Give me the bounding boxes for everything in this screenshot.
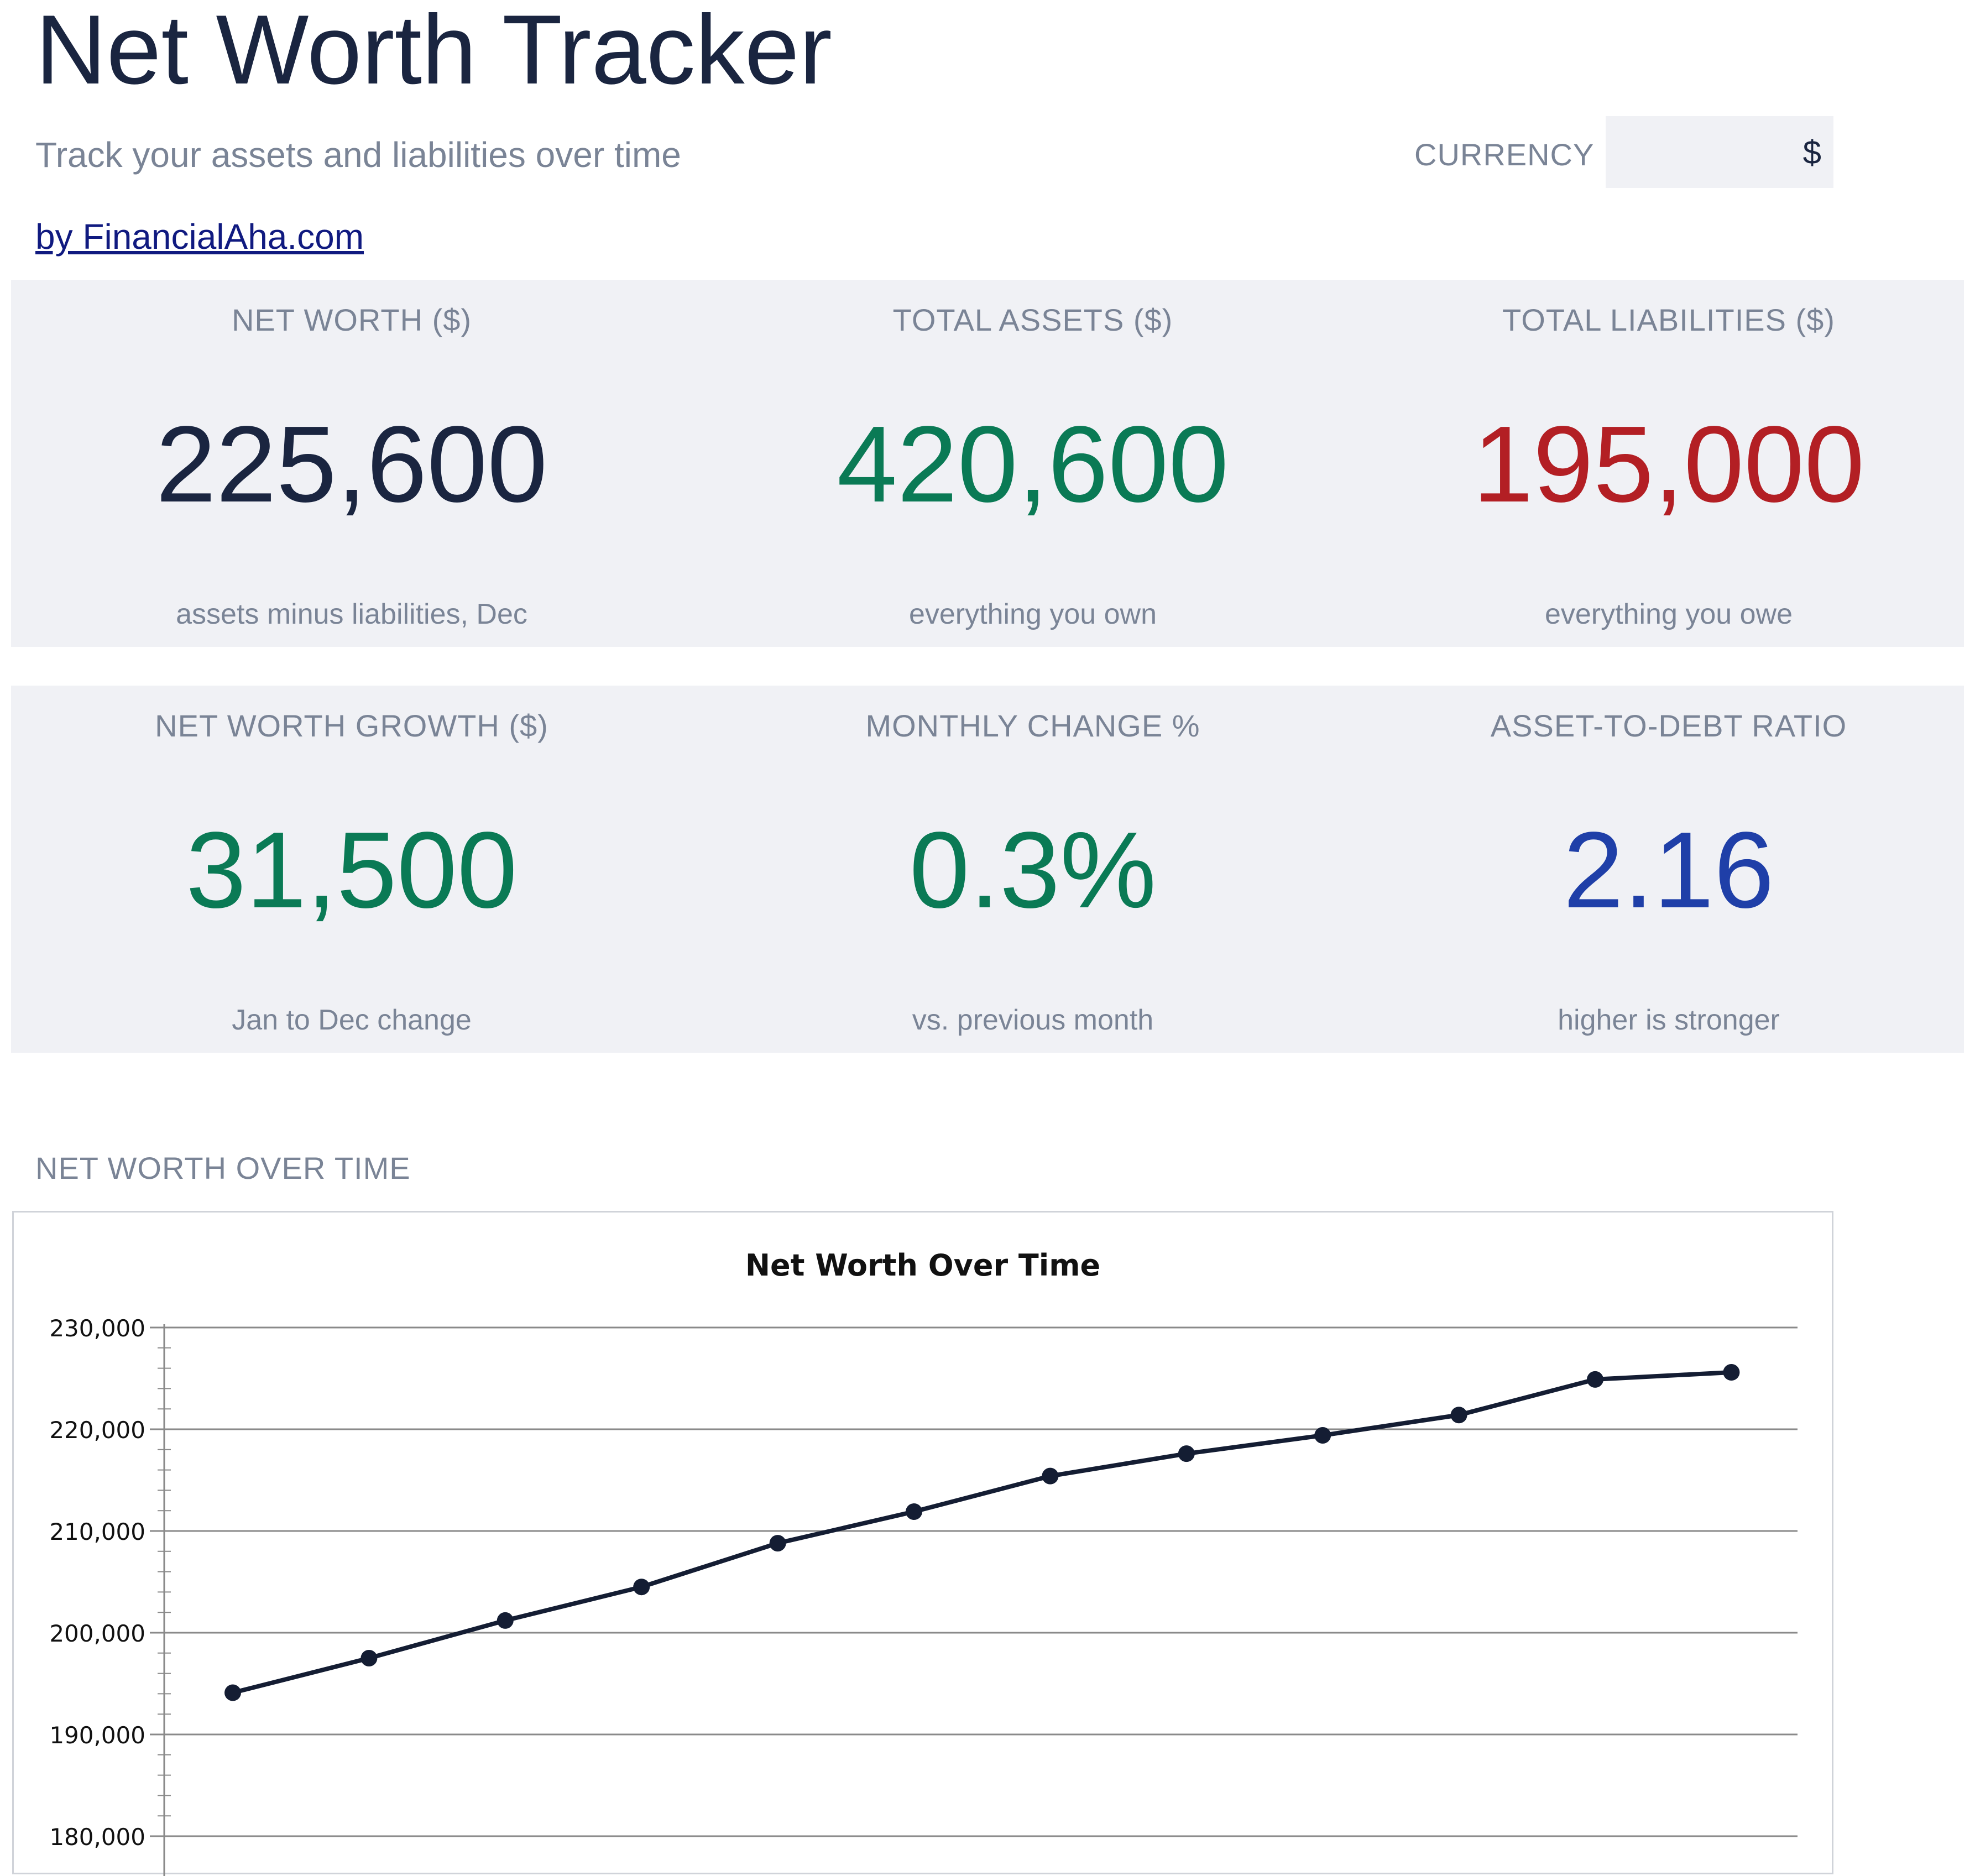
kpi-caption: vs. previous month <box>912 1004 1154 1036</box>
data-point <box>1042 1467 1059 1485</box>
series-line <box>231 1370 1734 1695</box>
data-point <box>633 1579 650 1596</box>
y-tick-label: 230,000 <box>49 1315 145 1342</box>
kpi-value: 31,500 <box>186 809 518 931</box>
y-tick-label: 200,000 <box>49 1620 145 1647</box>
chart-container[interactable]: Net Worth Over Time 180,000 190,000 200,00… <box>12 1211 1833 1876</box>
kpi-caption: Jan to Dec change <box>232 1004 472 1036</box>
y-tick-label: 190,000 <box>49 1722 145 1749</box>
page-subtitle: Track your assets and liabilities over t… <box>35 135 681 175</box>
kpi-label: TOTAL ASSETS ($) <box>892 302 1173 337</box>
kpi-row-primary: NET WORTH ($) 225,600 assets minus liabi… <box>11 280 1964 647</box>
kpi-value: 195,000 <box>1472 404 1865 525</box>
kpi-card-monthly-change: MONTHLY CHANGE % 0.3% vs. previous month <box>692 686 1373 1053</box>
net-worth-line-chart: Net Worth Over Time 180,000 190,000 200,00… <box>49 1248 1798 1876</box>
kpi-card-total-assets: TOTAL ASSETS ($) 420,600 everything you … <box>692 280 1373 647</box>
kpi-value: 0.3% <box>909 809 1157 931</box>
data-point <box>497 1612 514 1629</box>
y-tick-label: 180,000 <box>49 1823 145 1851</box>
data-point <box>1450 1407 1467 1424</box>
data-point <box>360 1650 378 1666</box>
kpi-label: TOTAL LIABILITIES ($) <box>1502 302 1835 337</box>
kpi-value: 225,600 <box>155 404 548 525</box>
kpi-label: NET WORTH GROWTH ($) <box>155 708 548 743</box>
kpi-caption: assets minus liabilities, Dec <box>176 598 527 630</box>
kpi-value: 2.16 <box>1563 809 1774 931</box>
kpi-row-secondary: NET WORTH GROWTH ($) 31,500 Jan to Dec c… <box>11 686 1964 1053</box>
chart-section-label: NET WORTH OVER TIME <box>35 1151 411 1185</box>
data-point <box>906 1503 922 1520</box>
kpi-card-total-liabilities: TOTAL LIABILITIES ($) 195,000 everything… <box>1373 280 1964 647</box>
page-title: Net Worth Tracker <box>35 0 832 104</box>
kpi-caption: higher is stronger <box>1558 1004 1780 1036</box>
data-point <box>1314 1427 1331 1444</box>
kpi-label: NET WORTH ($) <box>231 302 472 337</box>
kpi-caption: everything you own <box>908 598 1157 630</box>
data-point <box>1723 1363 1740 1381</box>
y-tick-label: 210,000 <box>49 1518 145 1545</box>
currency-input[interactable] <box>1606 116 1833 188</box>
data-point <box>1587 1371 1603 1388</box>
kpi-card-net-worth-growth: NET WORTH GROWTH ($) 31,500 Jan to Dec c… <box>11 686 692 1053</box>
kpi-value: 420,600 <box>837 404 1229 525</box>
chart-title: Net Worth Over Time <box>745 1248 1100 1283</box>
byline-link[interactable]: by FinancialAha.com <box>35 217 364 257</box>
chart-y-axis <box>158 1324 171 1876</box>
chart-series <box>224 1363 1740 1701</box>
chart-y-tick-labels: 180,000 190,000 200,000 210,000 220,000 230,0… <box>49 1315 145 1851</box>
kpi-label: MONTHLY CHANGE % <box>865 708 1200 743</box>
currency-label: CURRENCY <box>1414 137 1595 172</box>
chart-gridlines <box>150 1326 1798 1837</box>
data-point <box>769 1535 786 1552</box>
kpi-card-asset-to-debt-ratio: ASSET-TO-DEBT RATIO 2.16 higher is stron… <box>1373 686 1964 1053</box>
kpi-card-net-worth: NET WORTH ($) 225,600 assets minus liabi… <box>11 280 692 647</box>
kpi-label: ASSET-TO-DEBT RATIO <box>1490 708 1847 743</box>
data-point <box>1178 1445 1195 1462</box>
kpi-caption: everything you owe <box>1544 598 1793 630</box>
y-tick-label: 220,000 <box>49 1417 145 1444</box>
data-point <box>224 1684 241 1701</box>
